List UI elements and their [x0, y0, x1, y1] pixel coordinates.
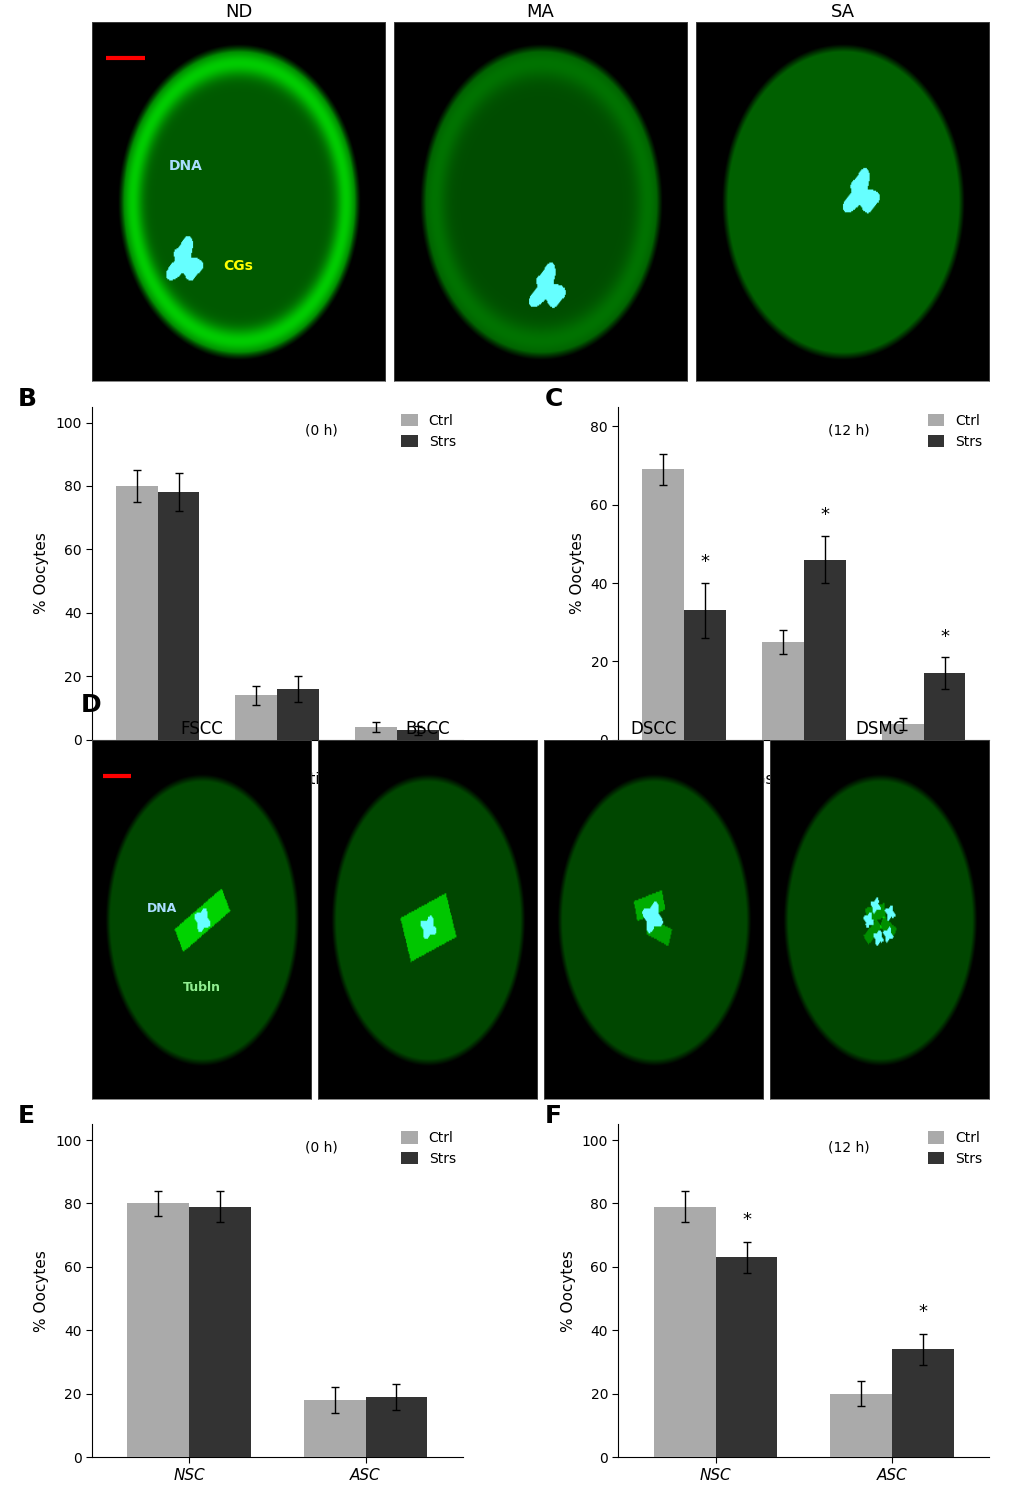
Bar	[115, 486, 158, 741]
Text: (12 h): (12 h)	[826, 424, 868, 437]
Text: *: *	[700, 553, 709, 571]
Text: B: B	[17, 387, 37, 410]
Bar	[892, 1349, 953, 1457]
Text: *: *	[741, 1210, 750, 1228]
Bar	[684, 611, 726, 741]
Text: DNA: DNA	[147, 903, 177, 915]
Bar	[653, 1206, 715, 1457]
Text: (0 h): (0 h)	[305, 1141, 338, 1155]
Bar	[642, 470, 684, 741]
Text: CGs: CGs	[223, 259, 253, 274]
Text: (12 h): (12 h)	[826, 1141, 868, 1155]
Bar	[829, 1393, 892, 1457]
Y-axis label: % Oocytes: % Oocytes	[35, 532, 49, 614]
Text: (0 h): (0 h)	[305, 424, 338, 437]
Text: *: *	[819, 506, 828, 525]
Bar	[715, 1258, 776, 1457]
Y-axis label: % Oocytes: % Oocytes	[570, 532, 584, 614]
Text: E: E	[17, 1105, 35, 1129]
Legend: Ctrl, Strs: Ctrl, Strs	[926, 413, 981, 449]
Bar	[127, 1203, 189, 1457]
Title: MA: MA	[526, 3, 554, 21]
Text: D: D	[81, 693, 101, 717]
Legend: Ctrl, Strs: Ctrl, Strs	[926, 1132, 981, 1166]
Bar	[365, 1396, 427, 1457]
Bar	[304, 1401, 365, 1457]
Text: DNA: DNA	[168, 159, 203, 172]
Y-axis label: % Oocytes: % Oocytes	[560, 1249, 576, 1332]
Title: DSCC: DSCC	[630, 720, 677, 738]
Bar	[235, 696, 277, 741]
Text: F: F	[544, 1105, 560, 1129]
X-axis label: CGs distribution: CGs distribution	[216, 772, 338, 787]
Text: Tubln: Tubln	[182, 981, 220, 993]
Legend: Ctrl, Strs: Ctrl, Strs	[400, 413, 455, 449]
Title: FSCC: FSCC	[180, 720, 223, 738]
X-axis label: CGs distribution: CGs distribution	[742, 772, 864, 787]
Text: C: C	[544, 387, 562, 410]
Bar	[761, 642, 803, 741]
Bar	[158, 492, 200, 741]
Bar	[355, 727, 396, 741]
Y-axis label: % Oocytes: % Oocytes	[35, 1249, 49, 1332]
Bar	[922, 674, 965, 741]
Bar	[277, 688, 319, 741]
Bar	[880, 724, 922, 741]
Bar	[189, 1206, 251, 1457]
Text: *: *	[940, 628, 948, 645]
Legend: Ctrl, Strs: Ctrl, Strs	[400, 1132, 455, 1166]
Title: BSCC: BSCC	[405, 720, 449, 738]
Bar	[803, 559, 845, 741]
Title: DSMC: DSMC	[854, 720, 904, 738]
Text: *: *	[918, 1303, 926, 1320]
Title: SA: SA	[829, 3, 854, 21]
Bar	[396, 730, 438, 741]
Title: ND: ND	[224, 3, 252, 21]
